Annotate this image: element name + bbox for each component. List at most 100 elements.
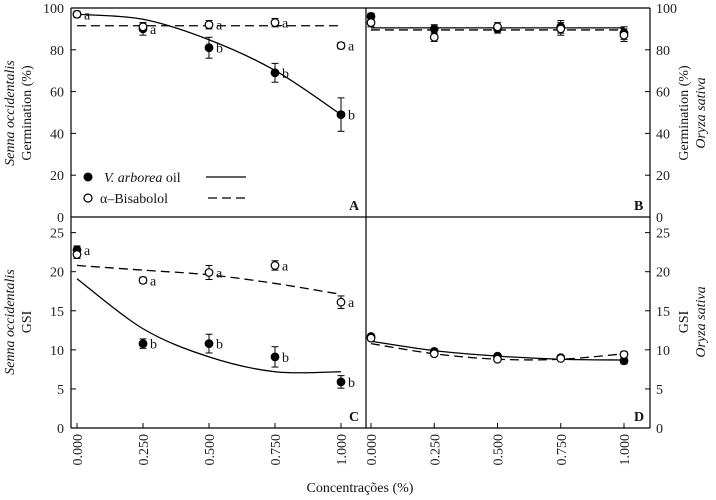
data-point-b-bisabolol [429, 32, 439, 42]
panel-letter-b: B [634, 199, 643, 214]
data-point-c-oil [336, 377, 346, 387]
axes-frame [70, 7, 651, 429]
data-point-a-oil [204, 43, 214, 53]
y-tick-label-a: 0 [57, 211, 64, 226]
y-tick-label-a: 60 [50, 86, 64, 101]
y-label-a: Germination (%) [20, 65, 35, 161]
legend-label-filled-species: V. arborea [104, 171, 162, 186]
data-point-b-bisabolol [493, 22, 502, 32]
panel-letter-d: D [634, 410, 644, 425]
data-point-a-oil [270, 68, 280, 78]
data-point-c-bisabolol [138, 275, 148, 285]
data-point-b-oil [429, 24, 439, 34]
y-tick-label-a: 20 [50, 169, 64, 184]
y-tick-label-d: 5 [656, 383, 663, 398]
legend-label-filled: V. arborea oil [104, 171, 181, 186]
significance-letter-a: a [150, 23, 157, 38]
data-point-c-bisabolol [270, 261, 280, 270]
data-point-d-bisabolol [429, 349, 439, 359]
x-tick-label: 0.500 [492, 434, 507, 466]
data-point-c-bisabolol [72, 250, 82, 259]
legend-label-open: α–Bisabolol [100, 192, 168, 207]
y-label-b: Germination (%) [677, 65, 692, 161]
x-tick-label: 0.000 [365, 434, 380, 466]
x-tick-label: 0.500 [203, 434, 218, 466]
data-point-a-bisabolol [138, 22, 148, 32]
y-tick-label-c: 25 [50, 227, 64, 242]
data-point-a-bisabolol [270, 18, 280, 28]
y-label-species-d: Oryza sativa [694, 286, 709, 357]
significance-letter-a: b [216, 42, 223, 57]
significance-letter-c: a [348, 296, 355, 311]
legend-marker-filled [83, 172, 93, 182]
data-point-d-bisabolol [556, 354, 566, 363]
data-point-c-bisabolol [336, 297, 346, 307]
panel-letter-c: C [349, 410, 359, 425]
y-tick-label-c: 20 [50, 266, 64, 281]
x-tick-label: 1.000 [618, 434, 633, 466]
data-point-d-bisabolol [366, 333, 376, 343]
y-tick-label-d: 15 [656, 305, 670, 320]
significance-letter-c: a [150, 274, 157, 289]
data-point-a-oil [336, 110, 346, 119]
y-tick-label-d: 10 [656, 344, 670, 359]
y-tick-label-a: 100 [43, 2, 64, 17]
y-tick-label-b: 80 [656, 44, 670, 59]
significance-letter-a: b [348, 109, 355, 124]
significance-letter-a: a [216, 19, 223, 34]
significance-letter-a: a [84, 8, 91, 23]
y-tick-label-d: 0 [656, 422, 663, 437]
significance-letter-c: b [216, 338, 223, 353]
data-point-c-bisabolol [204, 268, 214, 277]
data-point-c-oil [138, 339, 148, 349]
data-point-a-bisabolol [204, 20, 214, 30]
significance-letter-c: b [348, 376, 355, 391]
y-tick-label-d: 20 [656, 266, 670, 281]
significance-letter-c: a [282, 259, 289, 274]
x-tick-label: 0.000 [71, 434, 86, 466]
y-label-c: GSI [20, 310, 35, 333]
y-label-species-a: Senna occidentalis [3, 60, 18, 166]
y-tick-label-c: 0 [57, 422, 64, 437]
x-tick-label: 0.250 [428, 434, 443, 466]
data-point-c-oil [270, 352, 280, 362]
y-tick-label-c: 5 [57, 383, 64, 398]
significance-letter-a: a [348, 40, 355, 55]
x-tick-label: 0.250 [137, 434, 152, 466]
y-tick-label-b: 60 [656, 86, 670, 101]
data-point-b-bisabolol [556, 24, 566, 34]
legend: V. arborea oil α–Bisabolol [83, 171, 248, 207]
significance-letter-c: a [84, 244, 91, 259]
y-tick-label-b: 20 [656, 169, 670, 184]
significance-letter-c: b [282, 351, 289, 366]
y-label-species-c: Senna occidentalis [3, 269, 18, 375]
data-point-c-oil [204, 339, 214, 349]
significance-letter-c: b [150, 338, 157, 353]
y-tick-label-a: 40 [50, 127, 64, 142]
data-point-b-bisabolol [619, 30, 629, 40]
y-tick-label-a: 80 [50, 44, 64, 59]
panel-letter-a: A [349, 199, 360, 214]
data-point-a-bisabolol [336, 41, 346, 51]
significance-letter-a: a [282, 17, 289, 32]
x-axis-label: Concentrações (%) [307, 481, 414, 496]
y-tick-label-c: 10 [50, 344, 64, 359]
data-point-b-bisabolol [366, 18, 376, 28]
y-tick-label-c: 15 [50, 305, 64, 320]
y-tick-label-b: 100 [656, 2, 677, 17]
data-point-d-bisabolol [493, 354, 502, 364]
y-tick-label-d: 25 [656, 227, 670, 242]
legend-marker-open [83, 193, 93, 203]
y-label-d: GSI [677, 310, 692, 333]
data-point-a-bisabolol [72, 9, 82, 19]
y-tick-label-b: 0 [656, 211, 663, 226]
significance-letter-c: a [216, 266, 223, 281]
y-label-species-b: Oryza sativa [694, 77, 709, 148]
data-point-d-bisabolol [619, 350, 629, 359]
legend-label-filled-suffix: oil [162, 171, 180, 186]
x-tick-label: 1.000 [335, 434, 350, 466]
x-tick-label: 0.750 [555, 434, 570, 466]
